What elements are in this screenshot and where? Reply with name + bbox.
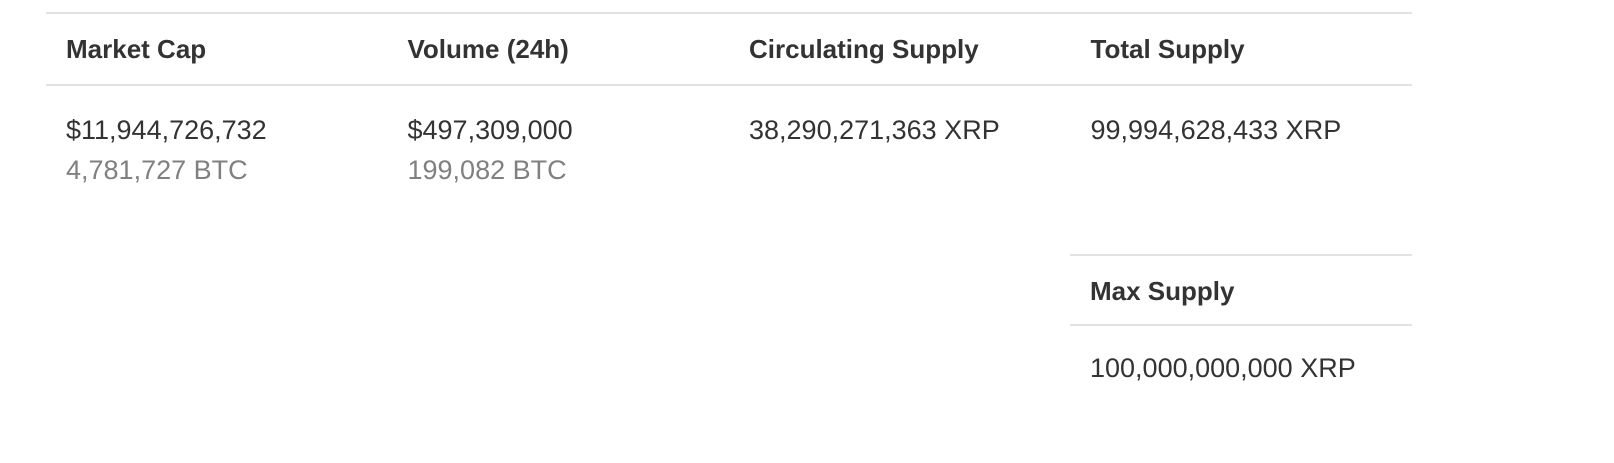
market-cap-cell: $11,944,726,732 4,781,727 BTC <box>46 85 388 255</box>
coin-stats-panel: Market Cap Volume (24h) Circulating Supp… <box>46 12 1412 255</box>
circulating-supply-value: 38,290,271,363 XRP <box>749 115 1000 145</box>
total-supply-header: Total Supply <box>1070 12 1412 86</box>
volume-24h-header: Volume (24h) <box>387 12 729 86</box>
volume-24h-cell: $497,309,000 199,082 BTC <box>388 85 730 255</box>
market-cap-header: Market Cap <box>46 12 388 86</box>
volume-24h-btc: 199,082 BTC <box>407 155 567 185</box>
volume-24h-usd: $497,309,000 <box>407 115 573 145</box>
stats-value-row: $11,944,726,732 4,781,727 BTC $497,309,0… <box>46 85 1412 255</box>
max-supply-block: Max Supply 100,000,000,000 XRP <box>1070 254 1412 388</box>
total-supply-value: 99,994,628,433 XRP <box>1090 115 1342 145</box>
circulating-supply-cell: 38,290,271,363 XRP <box>729 85 1071 255</box>
total-supply-cell: 99,994,628,433 XRP <box>1071 85 1413 255</box>
market-cap-btc: 4,781,727 BTC <box>66 155 248 185</box>
max-supply-header: Max Supply <box>1070 254 1412 326</box>
coin-stats-table: Market Cap Volume (24h) Circulating Supp… <box>46 12 1412 255</box>
max-supply-value: 100,000,000,000 XRP <box>1090 353 1356 383</box>
stats-header-row: Market Cap Volume (24h) Circulating Supp… <box>46 12 1412 86</box>
max-supply-cell: 100,000,000,000 XRP <box>1070 326 1412 388</box>
circulating-supply-header: Circulating Supply <box>729 12 1071 86</box>
market-cap-usd: $11,944,726,732 <box>66 115 267 145</box>
